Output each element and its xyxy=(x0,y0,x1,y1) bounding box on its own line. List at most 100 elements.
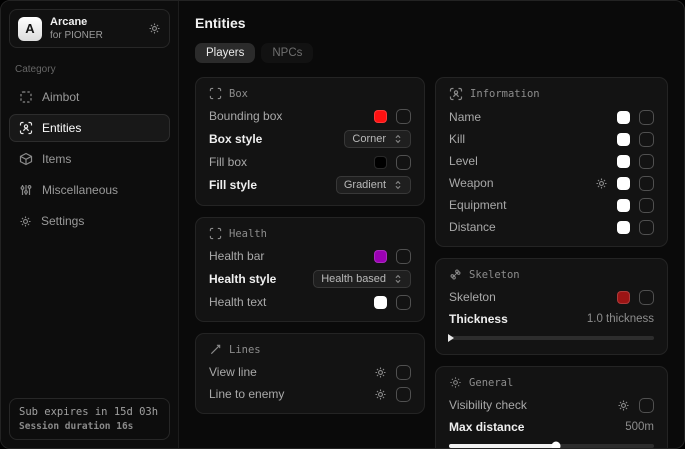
checkbox-distance[interactable] xyxy=(639,219,654,235)
setting-controls xyxy=(617,131,654,147)
setting-label: Level xyxy=(449,154,478,168)
gear-icon[interactable] xyxy=(617,399,630,412)
setting-row-view-line: View line xyxy=(209,364,412,380)
color-swatch-distance[interactable] xyxy=(617,220,630,234)
settings-gear-icon[interactable] xyxy=(148,22,161,35)
unfold-icon xyxy=(393,134,403,144)
setting-row-health-style: Health style Health based xyxy=(209,270,412,288)
setting-label: Health style xyxy=(209,272,277,286)
category-label: Category xyxy=(15,64,56,76)
setting-controls xyxy=(595,175,654,191)
setting-controls xyxy=(374,248,412,264)
checkbox-level[interactable] xyxy=(639,153,654,169)
panel-header: Box xyxy=(209,87,411,100)
setting-label: Skeleton xyxy=(449,290,496,304)
setting-controls xyxy=(617,289,654,305)
color-swatch-name[interactable] xyxy=(617,110,630,124)
checkbox-skeleton[interactable] xyxy=(639,289,654,305)
dropdown-fill-style[interactable]: Gradient xyxy=(335,176,412,194)
panel-title: Box xyxy=(229,87,248,100)
dropdown-health-style[interactable]: Health based xyxy=(313,270,412,288)
dropdown-value: Gradient xyxy=(343,179,387,191)
sidebar-item-miscellaneous[interactable]: Miscellaneous xyxy=(9,176,170,204)
setting-label: Weapon xyxy=(449,176,494,190)
checkbox-visibility-check[interactable] xyxy=(639,397,654,413)
setting-controls xyxy=(617,397,654,413)
session-duration-text: Session duration 16s xyxy=(19,421,134,432)
gear-icon[interactable] xyxy=(595,177,608,190)
checkbox-name[interactable] xyxy=(639,109,654,125)
checkbox-health-bar[interactable] xyxy=(396,248,412,264)
setting-controls xyxy=(374,294,412,310)
slider-thickness[interactable] xyxy=(448,333,654,343)
tab-players[interactable]: Players xyxy=(195,43,256,63)
brand-card: A Arcane for PIONER xyxy=(9,9,170,49)
color-swatch-equipment[interactable] xyxy=(617,198,630,212)
gear-icon[interactable] xyxy=(374,388,387,401)
setting-controls xyxy=(374,364,412,380)
setting-row-health-text: Health text xyxy=(209,294,412,310)
checkbox-view-line[interactable] xyxy=(396,364,412,380)
slider-thumb[interactable] xyxy=(551,441,561,448)
slider-value: 1.0 thickness xyxy=(586,313,654,325)
dropdown-value: Corner xyxy=(352,133,387,145)
setting-controls: Health based xyxy=(313,270,412,288)
dropdown-box-style[interactable]: Corner xyxy=(344,130,412,148)
sidebar-nav: Aimbot Entities Items Miscellaneous Settings xyxy=(9,83,170,235)
setting-controls: Gradient xyxy=(335,176,412,194)
color-swatch-level[interactable] xyxy=(617,154,630,168)
setting-row-visibility-check: Visibility check xyxy=(449,397,654,413)
corners-icon xyxy=(209,87,222,100)
panel-header: General xyxy=(449,376,654,389)
slider-fill xyxy=(449,444,556,448)
slider-thumb[interactable] xyxy=(448,334,455,342)
color-swatch-weapon[interactable] xyxy=(617,176,630,190)
setting-label: Fill box xyxy=(209,155,248,169)
sidebar-item-settings[interactable]: Settings xyxy=(9,207,170,235)
setting-row-bounding-box: Bounding box xyxy=(209,108,412,124)
gear-icon xyxy=(148,22,161,35)
sidebar-item-items[interactable]: Items xyxy=(9,145,170,173)
checkbox-bounding-box[interactable] xyxy=(396,108,412,124)
setting-row-fill-style: Fill style Gradient xyxy=(209,176,412,194)
panel-header: Information xyxy=(449,87,654,101)
setting-label: Visibility check xyxy=(449,398,527,412)
color-swatch-kill[interactable] xyxy=(617,132,630,146)
brand-text: Arcane for PIONER xyxy=(50,16,140,41)
setting-row-skeleton: Skeleton xyxy=(449,289,654,305)
checkbox-equipment[interactable] xyxy=(639,197,654,213)
setting-label: Name xyxy=(449,110,482,124)
color-swatch-health-text[interactable] xyxy=(374,295,388,309)
setting-label: Health text xyxy=(209,295,267,309)
tab-npcs[interactable]: NPCs xyxy=(261,43,314,63)
checkbox-line-to-enemy[interactable] xyxy=(396,386,412,402)
checkbox-fill-box[interactable] xyxy=(396,154,412,170)
gear-icon xyxy=(19,215,32,228)
setting-controls: 1.0 thickness xyxy=(587,313,654,325)
sliders-icon xyxy=(19,183,33,197)
unfold-icon xyxy=(393,180,403,190)
color-swatch-skeleton[interactable] xyxy=(617,290,630,304)
sidebar-item-label: Entities xyxy=(42,121,82,136)
checkbox-health-text[interactable] xyxy=(396,294,412,310)
panel-columns: Box Bounding box Box style Corner Fill box Fi… xyxy=(195,77,668,448)
setting-controls xyxy=(617,219,654,235)
gear-icon[interactable] xyxy=(374,366,387,379)
setting-row-level: Level xyxy=(449,153,654,169)
panel-header: Health xyxy=(209,227,411,240)
sub-expiry-text: Sub expires in 15d 03h xyxy=(19,406,159,418)
checkbox-kill[interactable] xyxy=(639,131,654,147)
color-swatch-fill-box[interactable] xyxy=(374,155,388,169)
setting-row-fill-box: Fill box xyxy=(209,154,412,170)
color-swatch-bounding-box[interactable] xyxy=(374,109,388,123)
color-swatch-health-bar[interactable] xyxy=(374,249,388,263)
sidebar-item-label: Settings xyxy=(41,214,85,229)
panel-title: Health xyxy=(229,227,267,240)
panel-lines: Lines View line Line to enemy xyxy=(195,333,426,414)
slider-max-distance[interactable] xyxy=(449,441,654,448)
sidebar-item-aimbot[interactable]: Aimbot xyxy=(9,83,170,111)
setting-controls: Corner xyxy=(344,130,412,148)
checkbox-weapon[interactable] xyxy=(639,175,654,191)
setting-label: Bounding box xyxy=(209,109,283,123)
sidebar-item-entities[interactable]: Entities xyxy=(9,114,170,143)
